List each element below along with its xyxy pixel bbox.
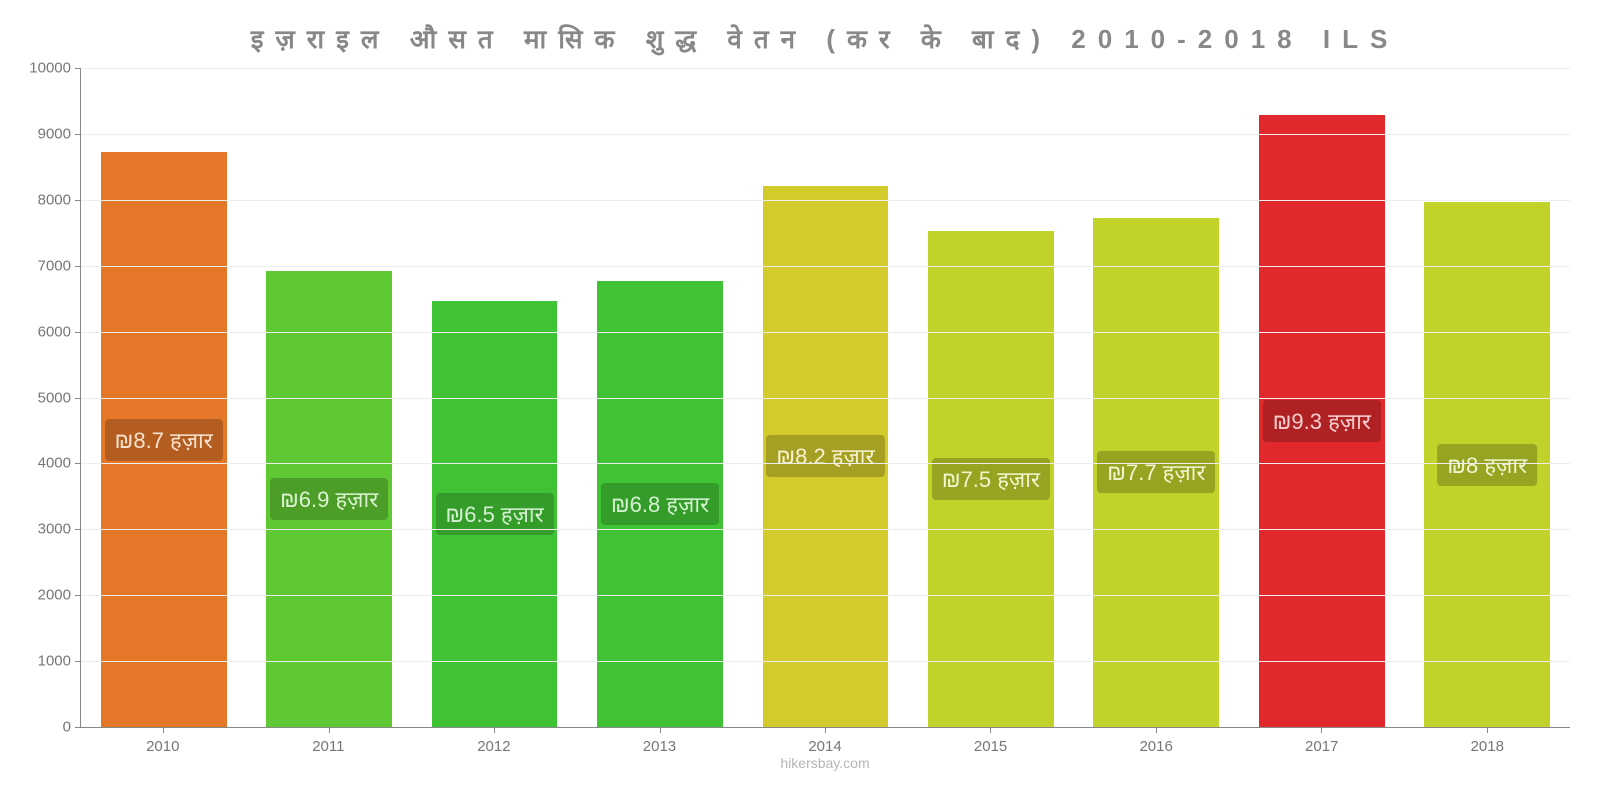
- gridline: [81, 134, 1570, 135]
- x-tick-label: 2011: [246, 738, 412, 755]
- plot-area: ₪8.7 हज़ार ₪6.9 हज़ार ₪6.5 हज़ार ₪6.8 हज़ार…: [80, 68, 1570, 728]
- y-tick-label: 9000: [38, 125, 81, 142]
- bar-value-label: ₪7.5 हज़ार: [932, 458, 1050, 500]
- gridline: [81, 332, 1570, 333]
- y-tick-label: 10000: [29, 60, 81, 77]
- y-tick-label: 6000: [38, 323, 81, 340]
- bar-value-label: ₪8 हज़ार: [1437, 444, 1537, 486]
- bar-value-label: ₪6.9 हज़ार: [270, 478, 388, 520]
- bar: ₪8.7 हज़ार: [101, 152, 227, 727]
- x-tick-label: 2013: [577, 738, 743, 755]
- x-tick-mark: [163, 727, 164, 733]
- y-tick-label: 4000: [38, 455, 81, 472]
- x-tick-label: 2018: [1405, 738, 1571, 755]
- x-tick-label: 2012: [411, 738, 577, 755]
- chart-title: इज़राइल औसत मासिक शुद्ध वेतन (कर के बाद)…: [80, 20, 1570, 56]
- x-tick-mark: [1321, 727, 1322, 733]
- bar-value-label: ₪7.7 हज़ार: [1097, 451, 1215, 493]
- x-tick-mark: [825, 727, 826, 733]
- gridline: [81, 266, 1570, 267]
- x-tick-label: 2016: [1073, 738, 1239, 755]
- x-tick-mark: [1156, 727, 1157, 733]
- bar-value-label: ₪8.7 हज़ार: [105, 419, 223, 461]
- bar-value-label: ₪6.8 हज़ार: [601, 483, 719, 525]
- y-tick-label: 0: [63, 719, 81, 736]
- gridline: [81, 595, 1570, 596]
- gridline: [81, 661, 1570, 662]
- x-axis: 201020112012201320142015201620172018: [80, 738, 1570, 755]
- bar: ₪9.3 हज़ार: [1259, 115, 1385, 727]
- y-tick-label: 3000: [38, 521, 81, 538]
- credit-text: hikersbay.com: [80, 755, 1570, 771]
- gridline: [81, 68, 1570, 69]
- x-tick-mark: [329, 727, 330, 733]
- y-tick-label: 1000: [38, 653, 81, 670]
- bar: ₪8 हज़ार: [1424, 202, 1550, 727]
- x-tick-mark: [494, 727, 495, 733]
- y-tick-label: 8000: [38, 191, 81, 208]
- x-tick-label: 2017: [1239, 738, 1405, 755]
- bar-value-label: ₪8.2 हज़ार: [766, 435, 884, 477]
- x-tick-mark: [660, 727, 661, 733]
- x-tick-marks: [81, 727, 1570, 733]
- bar: ₪6.8 हज़ार: [597, 281, 723, 727]
- bar: ₪6.5 हज़ार: [432, 301, 558, 727]
- bar: ₪6.9 हज़ार: [266, 271, 392, 727]
- y-tick-label: 7000: [38, 257, 81, 274]
- bar: ₪7.5 हज़ार: [928, 231, 1054, 727]
- x-tick-mark: [1487, 727, 1488, 733]
- x-tick-label: 2010: [80, 738, 246, 755]
- gridline: [81, 200, 1570, 201]
- x-tick-label: 2015: [908, 738, 1074, 755]
- x-tick-mark: [990, 727, 991, 733]
- bar-value-label: ₪9.3 हज़ार: [1263, 400, 1381, 442]
- bar: ₪7.7 हज़ार: [1093, 218, 1219, 727]
- y-tick-label: 5000: [38, 389, 81, 406]
- chart-container: इज़राइल औसत मासिक शुद्ध वेतन (कर के बाद)…: [0, 0, 1600, 800]
- gridline: [81, 529, 1570, 530]
- gridline: [81, 463, 1570, 464]
- gridline: [81, 398, 1570, 399]
- bar: ₪8.2 हज़ार: [763, 186, 889, 727]
- y-tick-label: 2000: [38, 587, 81, 604]
- x-tick-label: 2014: [742, 738, 908, 755]
